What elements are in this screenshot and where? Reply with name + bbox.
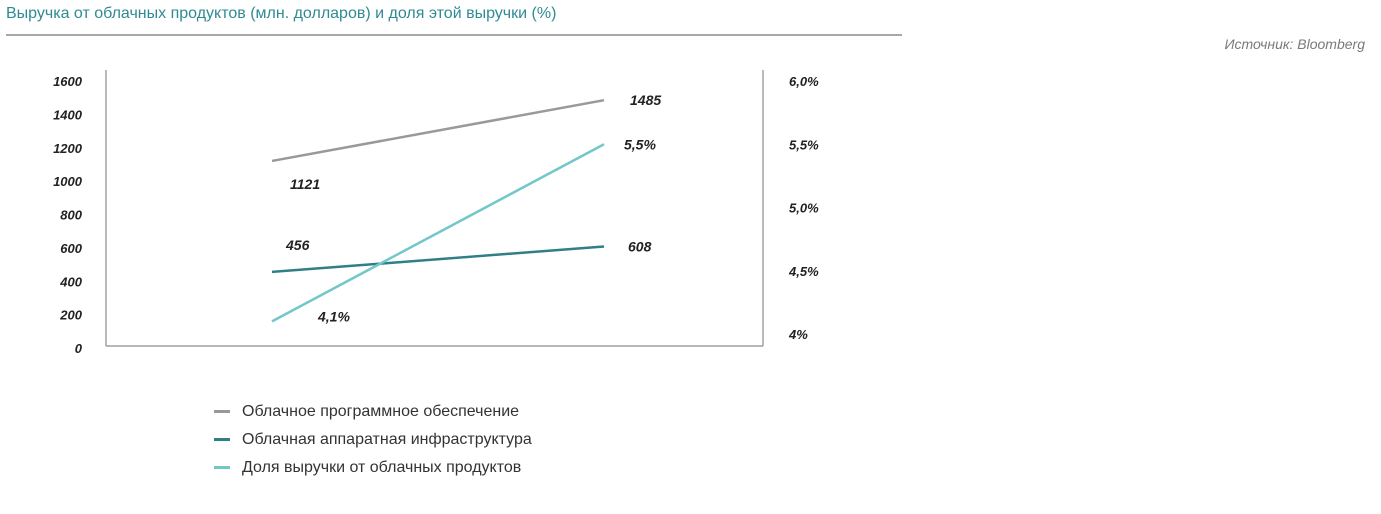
right-y-tick-label: 4,5% <box>788 264 819 279</box>
data-label: 608 <box>628 239 652 255</box>
series-lines <box>271 98 605 323</box>
legend-item: Доля выручки от облачных продуктов <box>214 458 532 477</box>
data-label: 1485 <box>630 92 661 108</box>
left-y-tick-label: 600 <box>60 241 82 256</box>
legend: Облачное программное обеспечение Облачная… <box>214 402 532 486</box>
right-y-tick-label: 5,5% <box>789 137 819 152</box>
legend-label: Доля выручки от облачных продуктов <box>242 458 522 476</box>
right-y-tick-labels: 4% 4,5% 5,0% 5,5% 6,0% <box>788 74 819 342</box>
legend-item: Облачная аппаратная инфраструктура <box>214 430 532 449</box>
source-note: Источник: Bloomberg <box>1224 36 1365 52</box>
left-y-tick-label: 800 <box>60 208 82 223</box>
series-line <box>271 98 605 163</box>
left-y-tick-label: 400 <box>59 274 82 289</box>
title-divider <box>6 34 902 36</box>
series-line <box>271 143 605 323</box>
series-line <box>271 245 605 274</box>
data-label: 1121 <box>290 176 320 192</box>
legend-swatch <box>214 438 230 441</box>
legend-label: Облачная аппаратная инфраструктура <box>242 430 532 448</box>
data-labels: 1121 1485 456 608 4,1% 5,5% <box>285 92 661 324</box>
left-y-tick-label: 1000 <box>53 174 83 189</box>
legend-swatch <box>214 410 230 413</box>
data-label: 5,5% <box>624 136 656 152</box>
left-y-tick-label: 1600 <box>53 74 83 89</box>
left-y-tick-labels: 0 200 400 600 800 1000 1200 1400 1600 <box>53 74 83 356</box>
legend-label: Облачное программное обеспечение <box>242 402 520 420</box>
data-label: 4,1% <box>317 308 350 324</box>
left-y-tick-label: 1200 <box>53 141 83 156</box>
right-y-tick-label: 4% <box>788 327 808 342</box>
data-label: 456 <box>285 237 310 253</box>
left-y-tick-label: 1400 <box>53 107 83 122</box>
chart-title: Выручка от облачных продуктов (млн. долл… <box>6 5 557 22</box>
right-y-tick-label: 5,0% <box>789 201 819 216</box>
legend-item: Облачное программное обеспечение <box>214 402 532 421</box>
right-y-tick-label: 6,0% <box>789 74 819 89</box>
legend-swatch <box>214 466 230 469</box>
left-y-tick-label: 200 <box>59 308 82 323</box>
left-y-tick-label: 0 <box>75 341 83 356</box>
